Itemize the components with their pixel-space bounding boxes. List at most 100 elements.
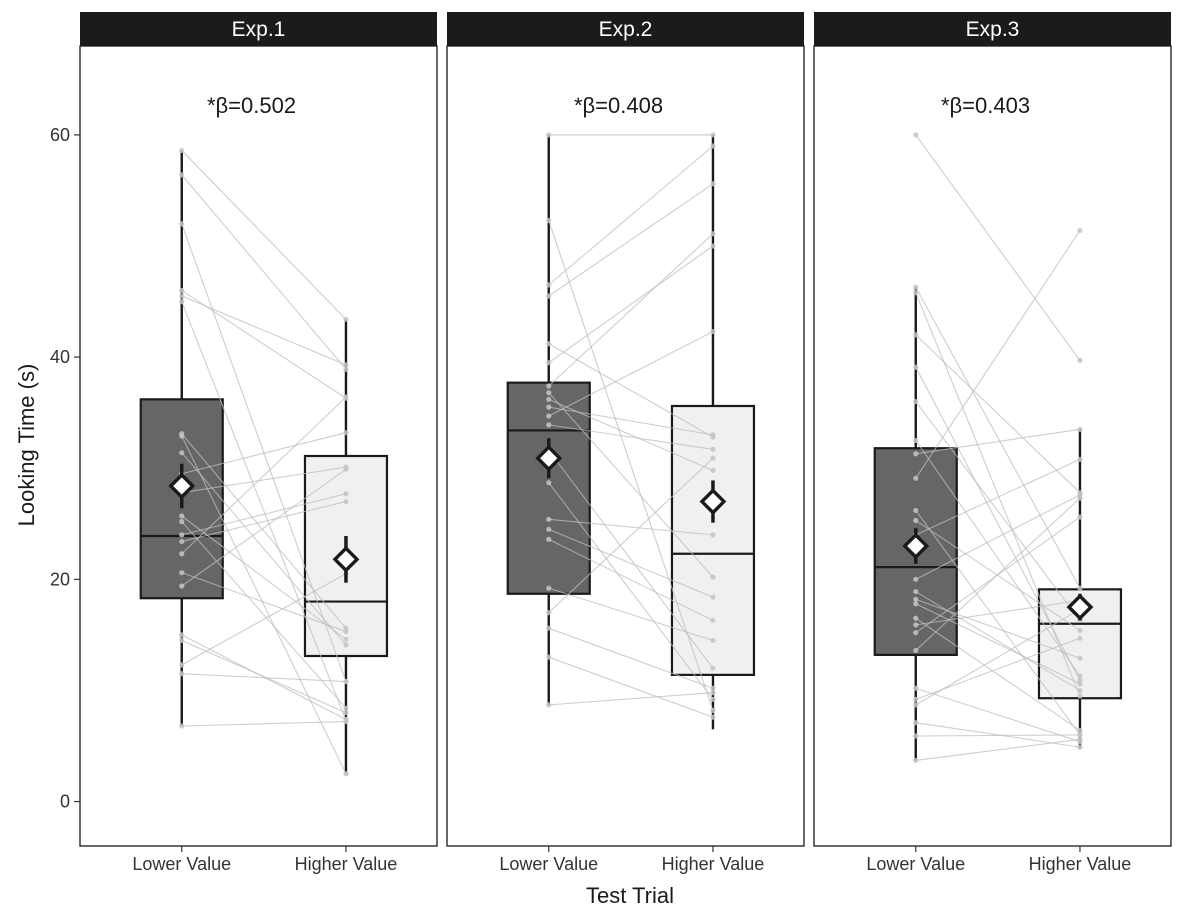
participant-point-lower bbox=[546, 293, 552, 299]
panel-2: Exp.2 *β=0.408 Lower Value Higher Value bbox=[446, 12, 805, 874]
participant-point-lower bbox=[913, 720, 919, 726]
panel-3: Exp.3 *β=0.403 Lower Value Higher Value bbox=[813, 12, 1172, 874]
participant-line bbox=[915, 510, 1081, 736]
participant-point-higher bbox=[343, 466, 349, 472]
participant-point-lower bbox=[913, 364, 919, 370]
participant-line bbox=[548, 627, 714, 689]
mean-marker bbox=[332, 545, 360, 573]
participant-point-higher bbox=[343, 628, 349, 635]
x-tick-label: Higher Value bbox=[295, 854, 398, 874]
participant-point-lower bbox=[913, 685, 919, 691]
participant-line bbox=[548, 424, 714, 450]
participant-line bbox=[181, 452, 347, 646]
participant-point-lower bbox=[179, 518, 185, 525]
participant-line bbox=[915, 734, 1080, 737]
participant-line bbox=[915, 440, 1081, 677]
participant-point-lower bbox=[913, 398, 919, 405]
participant-point-higher bbox=[343, 771, 349, 777]
participant-line bbox=[548, 538, 714, 621]
participant-line bbox=[548, 587, 714, 641]
participant-point-lower bbox=[913, 601, 919, 607]
participant-line bbox=[548, 518, 714, 536]
participant-line bbox=[548, 482, 714, 700]
participant-point-lower bbox=[913, 132, 919, 138]
participant-point-lower bbox=[546, 480, 552, 486]
participant-point-higher bbox=[1077, 736, 1083, 742]
participant-point-lower bbox=[546, 422, 552, 428]
participant-point-lower bbox=[546, 585, 552, 591]
participant-point-higher bbox=[1077, 687, 1083, 694]
participant-point-higher bbox=[343, 678, 349, 685]
participant-point-lower bbox=[913, 647, 919, 654]
participant-line bbox=[181, 673, 346, 683]
participant-point-higher bbox=[343, 366, 349, 372]
participant-point-higher bbox=[1077, 673, 1083, 679]
participant-point-lower bbox=[179, 433, 185, 439]
participant-point-lower bbox=[546, 413, 552, 419]
panel-frame bbox=[813, 45, 1172, 847]
x-tick-label: Lower Value bbox=[132, 854, 231, 874]
participant-point-higher bbox=[343, 642, 349, 648]
participant-point-lower bbox=[179, 532, 185, 538]
beta-annotation: *β=0.408 bbox=[574, 93, 663, 118]
y-tick-label-40: 40 bbox=[50, 347, 70, 367]
participant-point-higher bbox=[1077, 732, 1083, 738]
panel-strip bbox=[80, 12, 437, 46]
participant-point-lower bbox=[179, 147, 185, 154]
participant-line bbox=[548, 245, 714, 364]
panel-title: Exp.3 bbox=[966, 18, 1020, 41]
participant-point-lower bbox=[913, 451, 919, 457]
participant-point-lower bbox=[913, 757, 919, 764]
participant-line bbox=[181, 396, 347, 555]
participant-point-higher bbox=[1077, 655, 1083, 661]
participant-point-lower bbox=[546, 536, 552, 542]
x-tick-label: Higher Value bbox=[662, 854, 765, 874]
participant-point-lower bbox=[913, 507, 919, 514]
participant-point-higher bbox=[710, 574, 716, 580]
participant-point-lower bbox=[179, 583, 185, 589]
participant-point-lower bbox=[546, 610, 552, 616]
participant-point-lower bbox=[546, 383, 552, 389]
participant-point-lower bbox=[546, 360, 552, 366]
participant-point-higher bbox=[710, 455, 716, 461]
mean-marker bbox=[1066, 593, 1094, 621]
participant-point-higher bbox=[710, 328, 716, 335]
participant-point-higher bbox=[710, 143, 716, 149]
participant-line bbox=[915, 366, 1081, 681]
participant-point-lower bbox=[913, 332, 919, 338]
participant-point-higher bbox=[1077, 456, 1083, 462]
participant-line bbox=[915, 591, 1081, 691]
participant-point-higher bbox=[343, 362, 349, 368]
participant-line bbox=[548, 233, 714, 387]
participant-point-lower bbox=[546, 702, 552, 708]
participant-point-lower bbox=[179, 172, 185, 178]
participant-point-higher bbox=[343, 430, 349, 436]
participant-point-lower bbox=[913, 596, 919, 602]
participant-point-lower bbox=[179, 538, 185, 545]
panel-frame bbox=[79, 45, 438, 847]
participant-line bbox=[548, 656, 714, 718]
participant-line bbox=[915, 608, 1081, 706]
participant-point-higher bbox=[343, 636, 349, 642]
participant-point-higher bbox=[710, 446, 716, 452]
participant-line bbox=[181, 150, 347, 320]
participant-line bbox=[915, 494, 1081, 580]
participant-line bbox=[915, 134, 1081, 361]
participant-point-lower bbox=[913, 622, 919, 628]
participant-line bbox=[181, 295, 347, 366]
participant-line bbox=[915, 599, 1081, 626]
participant-point-higher bbox=[710, 714, 716, 720]
participant-point-higher bbox=[1077, 495, 1083, 501]
box-higher-value bbox=[670, 404, 756, 676]
participant-point-lower bbox=[913, 630, 919, 636]
participant-point-lower bbox=[546, 625, 552, 631]
participant-line bbox=[915, 401, 1081, 621]
participant-point-higher bbox=[710, 467, 716, 474]
participant-point-lower bbox=[913, 733, 919, 739]
participant-point-lower bbox=[913, 696, 919, 702]
participant-point-higher bbox=[710, 181, 716, 187]
participant-line bbox=[181, 573, 347, 666]
participant-point-higher bbox=[343, 498, 349, 505]
participant-line bbox=[915, 334, 1081, 494]
participant-line bbox=[548, 331, 714, 417]
